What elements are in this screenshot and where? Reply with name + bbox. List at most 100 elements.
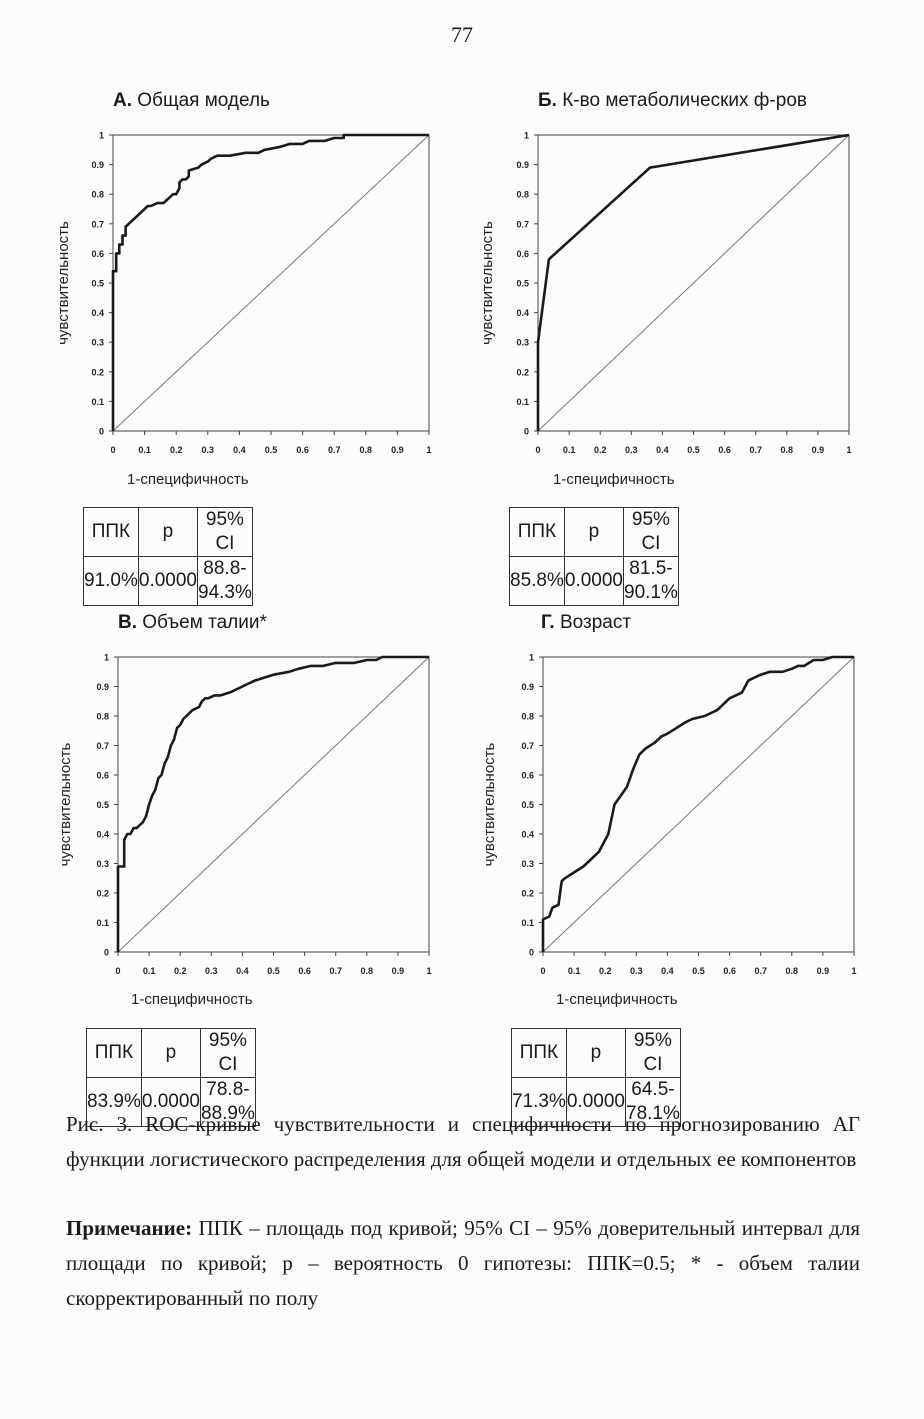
x-axis-label: 1-специфичность xyxy=(127,471,249,488)
x-tick-label: 1 xyxy=(851,966,856,976)
x-tick-label: 0.3 xyxy=(625,445,638,455)
x-tick-label: 0.2 xyxy=(174,966,187,976)
y-tick-label: 1 xyxy=(524,131,529,141)
x-axis-label: 1-специфичность xyxy=(131,991,253,1008)
roc-curve xyxy=(541,655,854,952)
stats-value-cell: 0.0000 xyxy=(565,1077,627,1127)
stats-header-cell: 95% CI xyxy=(197,507,253,557)
y-tick-label: 0.8 xyxy=(91,190,104,200)
y-tick-label: 0 xyxy=(524,427,529,437)
x-tick-label: 1 xyxy=(426,445,431,455)
stats-value-cell: 91.0% xyxy=(83,556,139,606)
y-tick-label: 0.3 xyxy=(96,859,109,869)
x-tick-label: 0.9 xyxy=(392,966,405,976)
page-number: 77 xyxy=(451,22,473,47)
y-tick-label: 0.7 xyxy=(91,219,104,229)
figure-note: Примечание: ППК – площадь под кривой; 95… xyxy=(66,1211,860,1316)
y-tick-label: 0 xyxy=(529,948,534,958)
x-tick-label: 0.4 xyxy=(236,966,249,976)
x-tick-label: 0.4 xyxy=(656,445,669,455)
stats-header-cell: 95% CI xyxy=(200,1028,256,1078)
y-tick-label: 1 xyxy=(529,653,534,663)
x-tick-label: 0.5 xyxy=(687,445,700,455)
reference-diagonal xyxy=(117,656,430,953)
stats-value-cell: 85.8% xyxy=(509,556,565,606)
stats-header-row: ППК p 95% CI xyxy=(86,1028,256,1078)
stats-header-row: ППК p 95% CI xyxy=(83,507,253,557)
x-tick-label: 0.2 xyxy=(594,445,607,455)
y-tick-label: 0.6 xyxy=(521,771,534,781)
x-tick-label: 0.1 xyxy=(563,445,576,455)
y-axis-label: чувствительность xyxy=(57,742,74,866)
x-tick-label: 0.2 xyxy=(170,445,183,455)
panel-letter: Г. xyxy=(541,612,555,633)
roc-curve xyxy=(116,655,429,952)
y-tick-label: 0.3 xyxy=(521,859,534,869)
x-tick-label: 0.6 xyxy=(296,445,309,455)
stats-header-cell: ППК xyxy=(83,507,139,557)
x-tick-label: 0.5 xyxy=(267,966,280,976)
roc-chart: 0 0.1 0.2 0.3 0.4 0.5 0.6 0.7 0.8 0.9 1 0 0.1 0.2 0.3 0… xyxy=(479,131,852,489)
y-tick-label: 0.6 xyxy=(96,771,109,781)
y-axis-label: чувствительность xyxy=(55,221,72,345)
stats-header-cell: p xyxy=(565,1028,627,1078)
panel-title-text: Общая модель xyxy=(132,90,270,111)
y-axis-label: чувствительность xyxy=(481,742,498,866)
panel-title: В. Объем талии* xyxy=(118,612,267,634)
x-tick-label: 0.8 xyxy=(786,966,799,976)
x-tick-label: 0.3 xyxy=(630,966,643,976)
y-tick-label: 0.9 xyxy=(516,160,529,170)
stats-value-cell: 83.9% xyxy=(86,1077,142,1127)
auc-stats-table: ППК p 95% CI 85.8% 0.0000 81.5-90.1% xyxy=(509,507,679,606)
x-tick-label: 0.7 xyxy=(749,445,762,455)
y-axis-label: чувствительность xyxy=(479,221,496,345)
x-tick-label: 0.5 xyxy=(265,445,278,455)
x-tick-label: 0.6 xyxy=(718,445,731,455)
stats-header-cell: ППК xyxy=(86,1028,142,1078)
x-tick-label: 0 xyxy=(115,966,120,976)
reference-diagonal xyxy=(112,134,430,432)
x-axis-label: 1-специфичность xyxy=(556,991,678,1008)
x-tick-label: 0.6 xyxy=(723,966,736,976)
x-tick-label: 0.6 xyxy=(298,966,311,976)
y-tick-label: 0.8 xyxy=(516,190,529,200)
y-tick-label: 0.7 xyxy=(96,741,109,751)
x-tick-label: 0.2 xyxy=(599,966,612,976)
stats-value-row: 85.8% 0.0000 81.5-90.1% xyxy=(509,556,679,606)
roc-chart: 0 0.1 0.2 0.3 0.4 0.5 0.6 0.7 0.8 0.9 1 0 0.1 0.2 0.3 0… xyxy=(481,653,857,1009)
panel-letter: В. xyxy=(118,612,137,633)
roc-curve xyxy=(111,133,429,431)
panel-title: Б. К-во метаболических ф-ров xyxy=(538,90,807,112)
x-tick-label: 0.4 xyxy=(233,445,246,455)
stats-value-cell: 88.8-94.3% xyxy=(197,556,253,606)
auc-stats-table: ППК p 95% CI 83.9% 0.0000 78.8-88.9% xyxy=(86,1028,256,1127)
panel-title: Г. Возраст xyxy=(541,612,631,634)
y-tick-label: 0.9 xyxy=(91,160,104,170)
y-tick-label: 0 xyxy=(99,427,104,437)
reference-diagonal xyxy=(542,656,855,953)
y-tick-label: 0.8 xyxy=(96,712,109,722)
y-tick-label: 0.9 xyxy=(96,682,109,692)
panel-letter: Б. xyxy=(538,90,557,111)
x-tick-label: 0.3 xyxy=(202,445,215,455)
stats-header-cell: 95% CI xyxy=(623,507,679,557)
y-tick-label: 0.4 xyxy=(516,308,529,318)
roc-chart: 0 0.1 0.2 0.3 0.4 0.5 0.6 0.7 0.8 0.9 1 0 0.1 0.2 0.3 0… xyxy=(57,653,432,1009)
y-tick-label: 0.9 xyxy=(521,682,534,692)
y-tick-label: 0.1 xyxy=(516,397,529,407)
x-tick-label: 0.7 xyxy=(328,445,341,455)
stats-value-row: 91.0% 0.0000 88.8-94.3% xyxy=(83,556,253,606)
note-text: ППК – площадь под кривой; 95% CI – 95% д… xyxy=(66,1216,860,1310)
y-tick-label: 0.2 xyxy=(516,367,529,377)
y-tick-label: 0 xyxy=(104,948,109,958)
x-tick-label: 0.1 xyxy=(143,966,156,976)
reference-diagonal xyxy=(537,134,850,432)
panel-title-text: К-во метаболических ф-ров xyxy=(556,90,807,111)
stats-value-cell: 64.5-78.1% xyxy=(625,1077,681,1127)
x-tick-label: 0.4 xyxy=(661,966,674,976)
stats-value-cell: 71.3% xyxy=(511,1077,567,1127)
panel-title-text: Возраст xyxy=(554,612,632,633)
y-tick-label: 0.1 xyxy=(521,918,534,928)
panel-title: А. Общая модель xyxy=(113,90,270,112)
stats-value-row: 83.9% 0.0000 78.8-88.9% xyxy=(86,1077,256,1127)
